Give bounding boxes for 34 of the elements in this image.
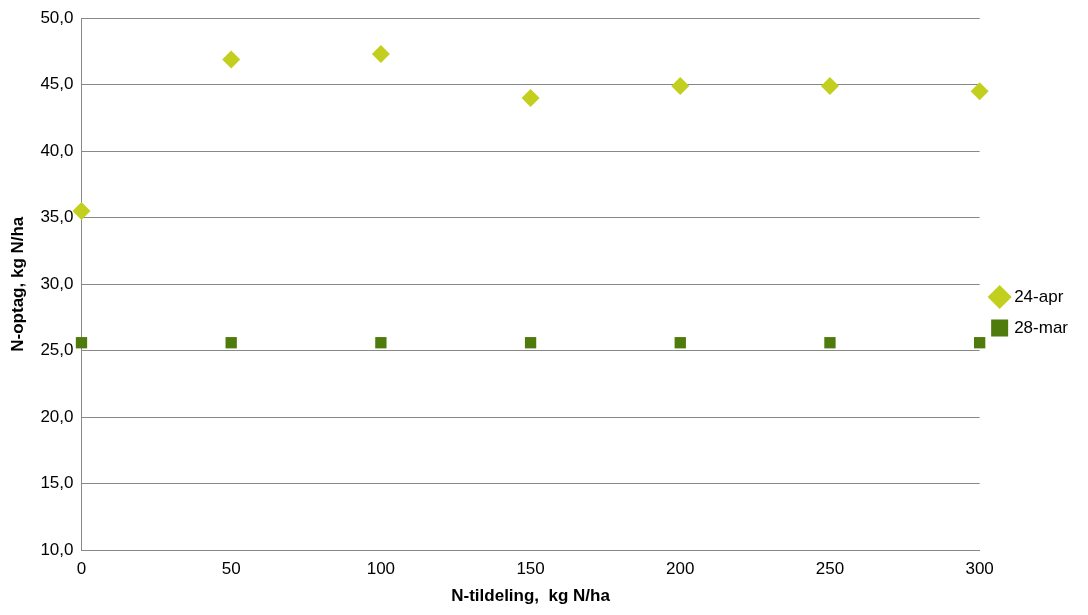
point xyxy=(225,337,237,349)
y-tick-label: 20,0 xyxy=(40,406,74,426)
point xyxy=(524,337,537,349)
x-axis-title: N-tildeling, kg N/ha xyxy=(451,586,611,606)
point xyxy=(671,77,690,96)
point xyxy=(521,89,540,107)
y-tick-label: 30,0 xyxy=(40,273,74,293)
point xyxy=(222,50,241,69)
legend-label: 24-apr xyxy=(1014,286,1064,306)
x-tick-label: 0 xyxy=(76,559,87,579)
x-tick-label: 150 xyxy=(516,559,545,579)
point xyxy=(820,77,839,96)
y-tick-label: 25,0 xyxy=(40,340,74,360)
x-tick-label: 100 xyxy=(366,559,396,579)
y-tick-label: 40,0 xyxy=(40,140,74,160)
x-tick-label: 200 xyxy=(666,559,695,579)
y-tick-label: 45,0 xyxy=(40,74,74,94)
x-tick-label: 300 xyxy=(965,559,994,579)
y-tick-label: 35,0 xyxy=(40,207,74,227)
legend-label: 28-mar xyxy=(1014,317,1069,337)
point xyxy=(371,45,390,64)
point xyxy=(72,202,91,221)
point xyxy=(375,337,387,349)
point xyxy=(974,337,986,349)
x-tick-label: 250 xyxy=(815,559,845,579)
y-axis-title: N-optag, kg N/ha xyxy=(7,216,27,352)
point xyxy=(674,337,686,349)
y-tick-label: 10,0 xyxy=(40,539,74,559)
point xyxy=(970,82,989,101)
y-tick-label: 50,0 xyxy=(40,7,74,27)
point xyxy=(824,337,836,349)
y-tick-label: 15,0 xyxy=(40,473,74,493)
x-tick-label: 50 xyxy=(221,559,241,579)
point xyxy=(75,337,88,349)
